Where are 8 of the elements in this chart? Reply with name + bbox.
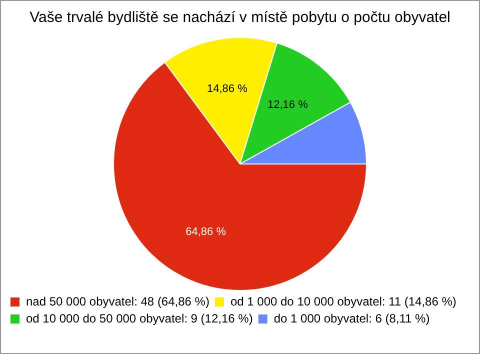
chart-title: Vaše trvalé bydliště se nachází v místě pobytu o počtu obyvatel xyxy=(28,9,452,26)
legend-label: od 10 000 do 50 000 obyvatel: 9 (12,16 %) xyxy=(26,311,253,326)
data-label: 12,16 % xyxy=(267,98,308,111)
data-label: 64,86 % xyxy=(186,226,226,238)
legend-label: do 1 000 obyvatel: 6 (8,11 %) xyxy=(274,311,430,326)
data-label: 14,86 % xyxy=(206,83,248,96)
legend-label: nad 50 000 obyvatel: 48 (64,86 %) xyxy=(26,294,210,308)
legend-label: od 1 000 do 10 000 obyvatel: 11 (14,86 %) xyxy=(230,294,456,308)
